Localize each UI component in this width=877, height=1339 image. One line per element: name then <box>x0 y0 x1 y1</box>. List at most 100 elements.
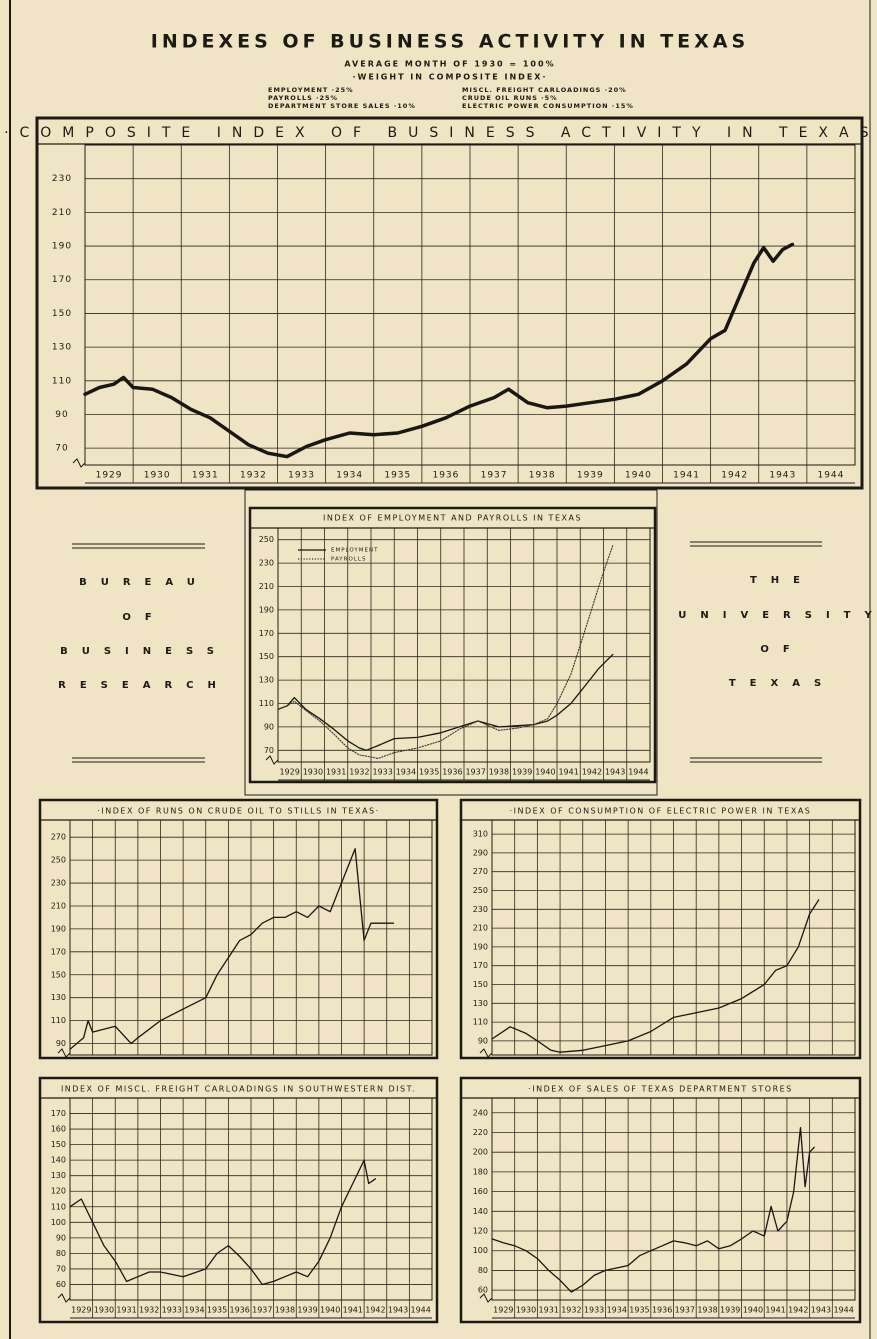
y-tick-label: 150 <box>473 980 488 989</box>
x-tick-label: 1937 <box>481 471 508 481</box>
data-line <box>277 653 614 751</box>
x-tick-label: 1934 <box>607 1306 627 1315</box>
y-tick-label: 190 <box>259 605 274 614</box>
x-tick-label: 1932 <box>349 768 369 777</box>
y-tick-label: 130 <box>51 1171 66 1180</box>
x-tick-label: 1941 <box>673 471 700 481</box>
x-tick-label: 1931 <box>116 1306 136 1315</box>
y-tick-label: 170 <box>259 629 274 638</box>
y-tick-label: 90 <box>264 722 274 731</box>
y-tick-label: 70 <box>55 444 68 454</box>
y-tick-label: 110 <box>52 376 72 386</box>
x-tick-label: 1937 <box>675 1306 695 1315</box>
y-tick-label: 210 <box>51 901 66 910</box>
y-tick-label: 80 <box>478 1266 488 1275</box>
chart: INDEX OF MISCL. FREIGHT CARLOADINGS IN S… <box>38 1076 439 1324</box>
legend-label: PAYROLLS <box>331 557 366 563</box>
side-text: BUSINESS <box>60 646 228 657</box>
x-tick-label: 1932 <box>561 1306 581 1315</box>
y-tick-label: 180 <box>473 1167 488 1176</box>
axis-break <box>479 1048 493 1058</box>
y-tick-label: 160 <box>51 1125 66 1134</box>
y-tick-label: 230 <box>473 905 488 914</box>
x-tick-label: 1930 <box>516 1306 536 1315</box>
y-tick-label: 70 <box>264 746 274 755</box>
y-tick-label: 70 <box>56 1264 66 1273</box>
x-tick-label: 1942 <box>788 1306 808 1315</box>
weight-entry: MISCL. FREIGHT CARLOADINGS ·20% <box>462 86 627 94</box>
y-tick-label: 210 <box>52 208 72 218</box>
chart-frame <box>38 1076 439 1324</box>
weight-entry: CRUDE OIL RUNS ·5% <box>462 94 558 102</box>
x-tick-label: 1940 <box>625 471 652 481</box>
data-line <box>69 1159 377 1286</box>
axis-break <box>479 1293 493 1303</box>
weights-title: ·WEIGHT IN COMPOSITE INDEX· <box>353 73 548 82</box>
x-tick-label: 1929 <box>96 471 123 481</box>
chart-title: ·INDEX OF SALES OF TEXAS DEPARTMENT STOR… <box>528 1085 793 1094</box>
y-tick-label: 170 <box>51 1109 66 1118</box>
x-tick-label: 1930 <box>303 768 323 777</box>
y-tick-label: 150 <box>51 970 66 979</box>
x-tick-label: 1942 <box>365 1306 385 1315</box>
side-text: UNIVERSITY <box>678 610 877 621</box>
y-tick-label: 310 <box>473 830 488 839</box>
chart-frame <box>248 506 657 784</box>
chart-title: INDEX OF MISCL. FREIGHT CARLOADINGS IN S… <box>61 1085 416 1094</box>
x-tick-label: 1937 <box>252 1306 272 1315</box>
x-tick-label: 1941 <box>765 1306 785 1315</box>
x-tick-label: 1929 <box>71 1306 91 1315</box>
axis-break <box>57 1048 71 1058</box>
side-panels: BUREAU OF BUSINESS RESEARCH THE UNIVERSITY OF T… <box>58 575 877 691</box>
x-tick-label: 1929 <box>279 768 299 777</box>
x-tick-label: 1931 <box>326 768 346 777</box>
x-tick-label: 1935 <box>207 1306 227 1315</box>
data-line <box>491 899 820 1053</box>
y-tick-label: 130 <box>51 993 66 1002</box>
x-tick-label: 1943 <box>811 1306 831 1315</box>
y-tick-label: 90 <box>56 1233 66 1242</box>
chart: INDEX OF EMPLOYMENT AND PAYROLLS IN TEXA… <box>248 506 657 784</box>
side-text: OF <box>122 612 165 623</box>
y-tick-label: 190 <box>473 942 488 951</box>
y-tick-label: 230 <box>52 174 72 184</box>
y-tick-label: 200 <box>473 1148 488 1157</box>
x-tick-label: 1934 <box>396 768 416 777</box>
x-tick-label: 1939 <box>577 471 604 481</box>
x-tick-label: 1941 <box>343 1306 363 1315</box>
y-tick-label: 190 <box>52 242 72 252</box>
x-tick-label: 1933 <box>584 1306 604 1315</box>
x-tick-label: 1931 <box>539 1306 559 1315</box>
side-text: BUREAU <box>79 577 209 588</box>
center-frame <box>244 489 658 796</box>
x-tick-label: 1938 <box>697 1306 717 1315</box>
data-line <box>491 1126 815 1293</box>
x-tick-label: 1935 <box>384 471 411 481</box>
x-tick-label: 1930 <box>94 1306 114 1315</box>
weight-entry: DEPARTMENT STORE SALES ·10% <box>268 102 416 110</box>
y-tick-label: 170 <box>52 275 72 285</box>
y-tick-label: 60 <box>478 1286 488 1295</box>
side-text: OF <box>760 644 803 655</box>
chart-frame <box>459 1076 862 1324</box>
y-tick-label: 250 <box>51 856 66 865</box>
y-tick-label: 150 <box>52 309 72 319</box>
x-tick-label: 1940 <box>535 768 555 777</box>
chart: ·INDEX OF RUNS ON CRUDE OIL TO STILLS IN… <box>38 798 439 1060</box>
y-tick-label: 90 <box>55 410 68 420</box>
y-tick-label: 110 <box>259 699 274 708</box>
x-tick-label: 1930 <box>144 471 171 481</box>
y-tick-label: 80 <box>56 1249 66 1258</box>
y-tick-label: 140 <box>51 1156 66 1165</box>
x-tick-label: 1933 <box>288 471 315 481</box>
x-tick-label: 1934 <box>184 1306 204 1315</box>
chart: ·INDEX OF SALES OF TEXAS DEPARTMENT STOR… <box>459 1076 862 1324</box>
y-tick-label: 210 <box>259 582 274 591</box>
chart-frame <box>35 116 864 490</box>
x-tick-label: 1938 <box>529 471 556 481</box>
chart-title: ·INDEX OF CONSUMPTION OF ELECTRIC POWER … <box>510 807 812 816</box>
y-tick-label: 150 <box>51 1140 66 1149</box>
chart-frame <box>38 798 439 1060</box>
x-tick-label: 1935 <box>629 1306 649 1315</box>
